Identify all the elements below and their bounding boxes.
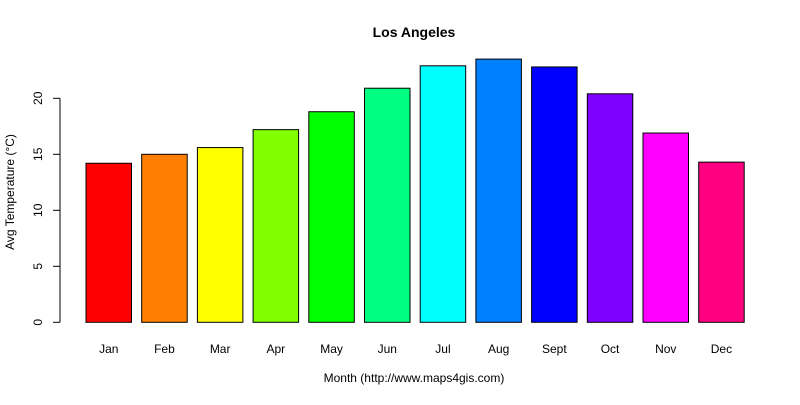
bar-jan bbox=[85, 162, 132, 323]
bar-feb bbox=[141, 153, 188, 323]
x-tick-label: Jul bbox=[435, 342, 450, 356]
bar-sept bbox=[531, 66, 578, 323]
bar-oct bbox=[586, 93, 634, 323]
bar-dec bbox=[698, 161, 745, 323]
y-tick-label: 5 bbox=[31, 263, 45, 270]
x-tick-label: Nov bbox=[655, 342, 676, 356]
x-tick-label: Mar bbox=[210, 342, 231, 356]
bar-apr bbox=[252, 129, 300, 323]
y-axis-label: Avg Temperature (°C) bbox=[3, 134, 17, 250]
x-tick-label: Apr bbox=[267, 342, 286, 356]
y-axis: 0 5 10 15 20 bbox=[31, 91, 61, 326]
x-tick-label: Jan bbox=[99, 342, 118, 356]
x-tick-label: Jun bbox=[378, 342, 397, 356]
x-tick-label: Oct bbox=[601, 342, 620, 356]
x-tick-label: Sept bbox=[542, 342, 567, 356]
y-tick-label: 20 bbox=[31, 91, 45, 105]
x-tick-label: Aug bbox=[488, 342, 509, 356]
x-axis-label: Month (http://www.maps4gis.com) bbox=[324, 371, 505, 385]
bar-may bbox=[308, 111, 355, 323]
bar-jun bbox=[364, 87, 411, 323]
bar-aug bbox=[475, 58, 522, 323]
bar-nov bbox=[642, 132, 689, 323]
bar-jul bbox=[419, 65, 467, 323]
y-tick-label: 0 bbox=[31, 319, 45, 326]
y-tick-label: 10 bbox=[31, 203, 45, 217]
x-tick-label: Feb bbox=[154, 342, 175, 356]
chart-title: Los Angeles bbox=[373, 24, 456, 40]
x-tick-labels: Jan Feb Mar Apr May Jun Jul Aug Sept Oct Nov Dec bbox=[99, 342, 732, 356]
bar-mar bbox=[196, 147, 244, 323]
x-tick-label: May bbox=[320, 342, 343, 356]
y-tick-label: 15 bbox=[31, 147, 45, 161]
x-tick-label: Dec bbox=[711, 342, 732, 356]
bars bbox=[85, 58, 745, 323]
